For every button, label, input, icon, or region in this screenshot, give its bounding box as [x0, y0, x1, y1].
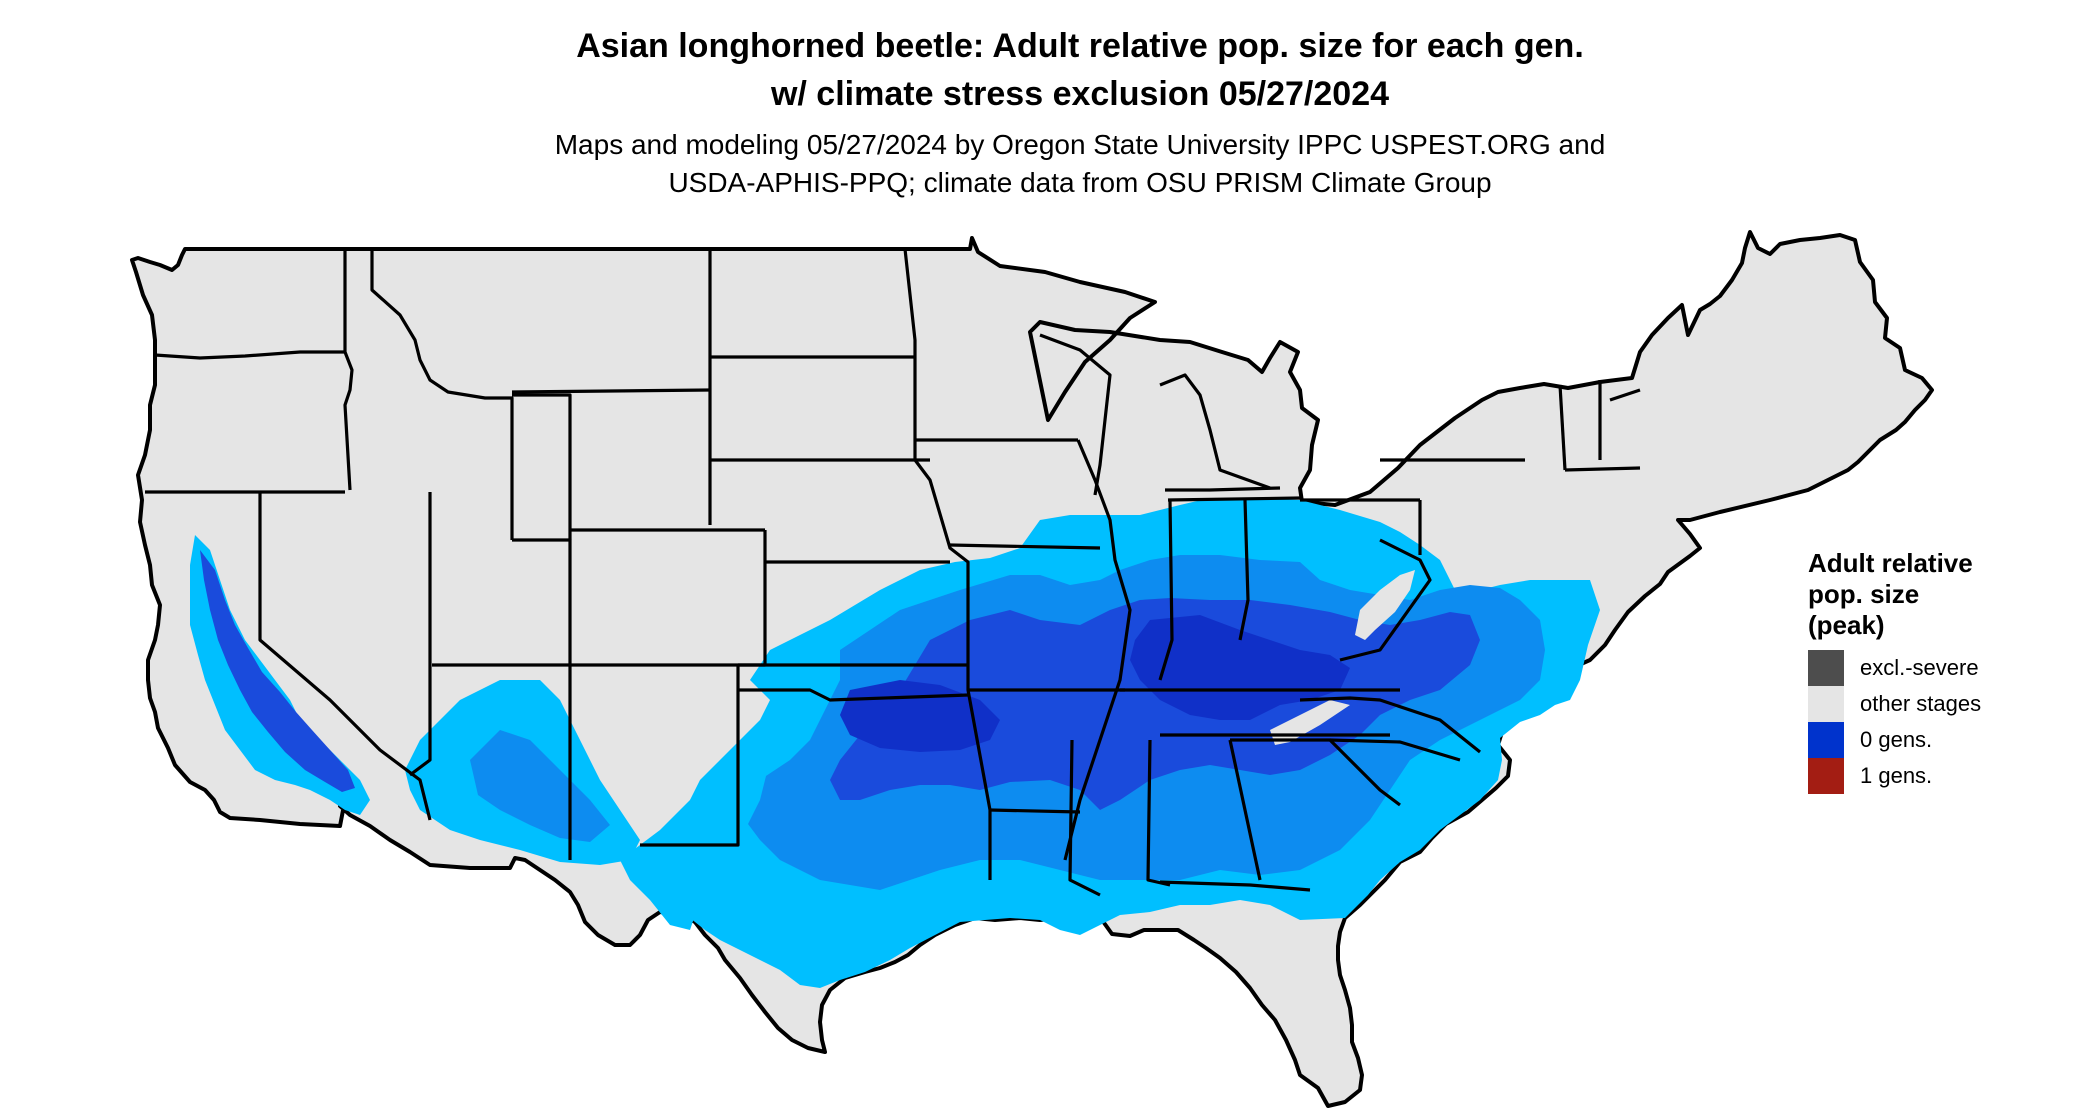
state-borders — [145, 248, 1641, 897]
zone-appalachian-gap — [1355, 570, 1415, 640]
zone-west-dark — [200, 550, 355, 792]
zone-east-dark — [830, 598, 1480, 810]
legend-title-line-2: pop. size — [1808, 579, 1920, 609]
legend-item-1-gens: 1 gens. — [1808, 758, 2100, 794]
legend-title-line-1: Adult relative — [1808, 548, 1973, 578]
legend: Adult relative pop. size (peak) excl.-se… — [1808, 548, 1981, 794]
legend-label-0-gens: 0 gens. — [1860, 727, 1933, 752]
legend-swatch-excl-severe — [1808, 650, 1844, 686]
legend-title-line-3: (peak) — [1808, 610, 1885, 640]
zone-southwest-mid — [470, 730, 610, 842]
legend-swatch-0-gens — [1808, 722, 1844, 758]
map-title-line-1: Asian longhorned beetle: Adult relative … — [576, 27, 1584, 65]
legend-swatch-other-stages — [1808, 686, 1844, 722]
legend-item-0-gens: 0 gens. — [1808, 722, 2100, 758]
legend-swatch-1-gens — [1808, 758, 1844, 794]
map-title-line-2: w/ climate stress exclusion 05/27/2024 — [770, 75, 1390, 113]
legend-label-1-gens: 1 gens. — [1860, 763, 1933, 788]
legend-item-excl-severe: excl.-severe — [1808, 650, 2100, 686]
legend-item-other-stages: other stages — [1808, 686, 2100, 722]
zone-east-darkest — [1130, 615, 1350, 720]
legend-label-excl-severe: excl.-severe — [1860, 655, 1979, 680]
map-subtitle-line-2: USDA-APHIS-PPQ; climate data from OSU PR… — [668, 167, 1492, 198]
zone-texas-light — [620, 730, 770, 930]
legend-label-other-stages: other stages — [1860, 691, 1982, 716]
map-subtitle-line-1: Maps and modeling 05/27/2024 by Oregon S… — [554, 129, 1606, 160]
